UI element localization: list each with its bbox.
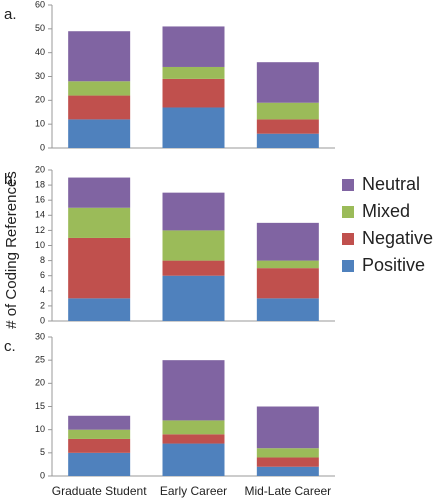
y-tick-label: 30 <box>35 71 45 81</box>
bar-segment <box>256 119 319 134</box>
bar-segment <box>68 177 131 208</box>
y-tick-label: 18 <box>35 179 45 189</box>
bar-segment <box>68 438 131 453</box>
bar-segment <box>68 298 131 321</box>
y-tick-label: 50 <box>35 23 45 33</box>
y-tick-label: 10 <box>35 240 45 250</box>
y-tick-label: 4 <box>40 285 45 295</box>
panel-label: a. <box>4 6 17 23</box>
bar-segment <box>256 133 319 148</box>
y-tick-label: 0 <box>40 142 45 152</box>
y-axis-label: # of Coding References <box>3 171 20 329</box>
bar-segment <box>256 406 319 449</box>
x-tick-label: Early Career <box>160 484 227 498</box>
bar-segment <box>162 275 225 321</box>
bar-segment <box>256 448 319 458</box>
bar-segment <box>256 457 319 467</box>
legend-label: Negative <box>362 228 433 248</box>
y-tick-label: 20 <box>35 95 45 105</box>
y-tick-label: 40 <box>35 47 45 57</box>
y-tick-label: 5 <box>40 447 45 457</box>
y-tick-label: 30 <box>35 331 45 341</box>
y-tick-label: 25 <box>35 355 45 365</box>
x-tick-label: Graduate Student <box>52 484 147 498</box>
bar-segment <box>256 466 319 476</box>
y-tick-label: 6 <box>40 270 45 280</box>
y-tick-label: 8 <box>40 255 45 265</box>
legend-swatch <box>342 206 354 218</box>
y-tick-label: 0 <box>40 470 45 480</box>
legend-swatch <box>342 179 354 191</box>
y-tick-label: 20 <box>35 164 45 174</box>
bar-segment <box>162 66 225 79</box>
bar-segment <box>162 420 225 435</box>
bar-segment <box>256 268 319 299</box>
legend-swatch <box>342 233 354 245</box>
bar-segment <box>162 260 225 276</box>
bar-segment <box>68 415 131 430</box>
legend-label: Mixed <box>362 201 410 221</box>
panel-label: c. <box>4 338 16 355</box>
legend-label: Positive <box>362 255 425 275</box>
bar-segment <box>68 452 131 476</box>
bar-segment <box>162 434 225 444</box>
bar-segment <box>256 62 319 103</box>
bar-segment <box>68 119 131 148</box>
x-tick-label: Mid-Late Career <box>244 484 331 498</box>
bar-segment <box>162 78 225 108</box>
bar-segment <box>162 107 225 148</box>
y-tick-label: 10 <box>35 119 45 129</box>
bar-segment <box>68 207 131 238</box>
bar-segment <box>68 81 131 96</box>
y-tick-label: 10 <box>35 424 45 434</box>
bar-segment <box>256 260 319 269</box>
y-tick-label: 16 <box>35 195 45 205</box>
y-tick-label: 20 <box>35 378 45 388</box>
bar-segment <box>68 429 131 439</box>
y-tick-label: 12 <box>35 225 45 235</box>
legend-label: Neutral <box>362 174 420 194</box>
bar-segment <box>162 26 225 67</box>
panel-label: b. <box>4 171 17 188</box>
bar-segment <box>162 360 225 421</box>
bar-segment <box>68 95 131 120</box>
bar-segment <box>256 102 319 120</box>
y-tick-label: 60 <box>35 0 45 9</box>
y-tick-label: 2 <box>40 300 45 310</box>
y-tick-label: 14 <box>35 210 45 220</box>
y-tick-label: 15 <box>35 401 45 411</box>
y-tick-label: 0 <box>40 315 45 325</box>
bar-segment <box>256 298 319 321</box>
legend-swatch <box>342 260 354 272</box>
bar-segment <box>68 31 131 82</box>
bar-segment <box>68 237 131 299</box>
bar-segment <box>162 192 225 231</box>
bar-segment <box>162 443 225 476</box>
bar-segment <box>162 230 225 261</box>
bar-segment <box>256 222 319 261</box>
